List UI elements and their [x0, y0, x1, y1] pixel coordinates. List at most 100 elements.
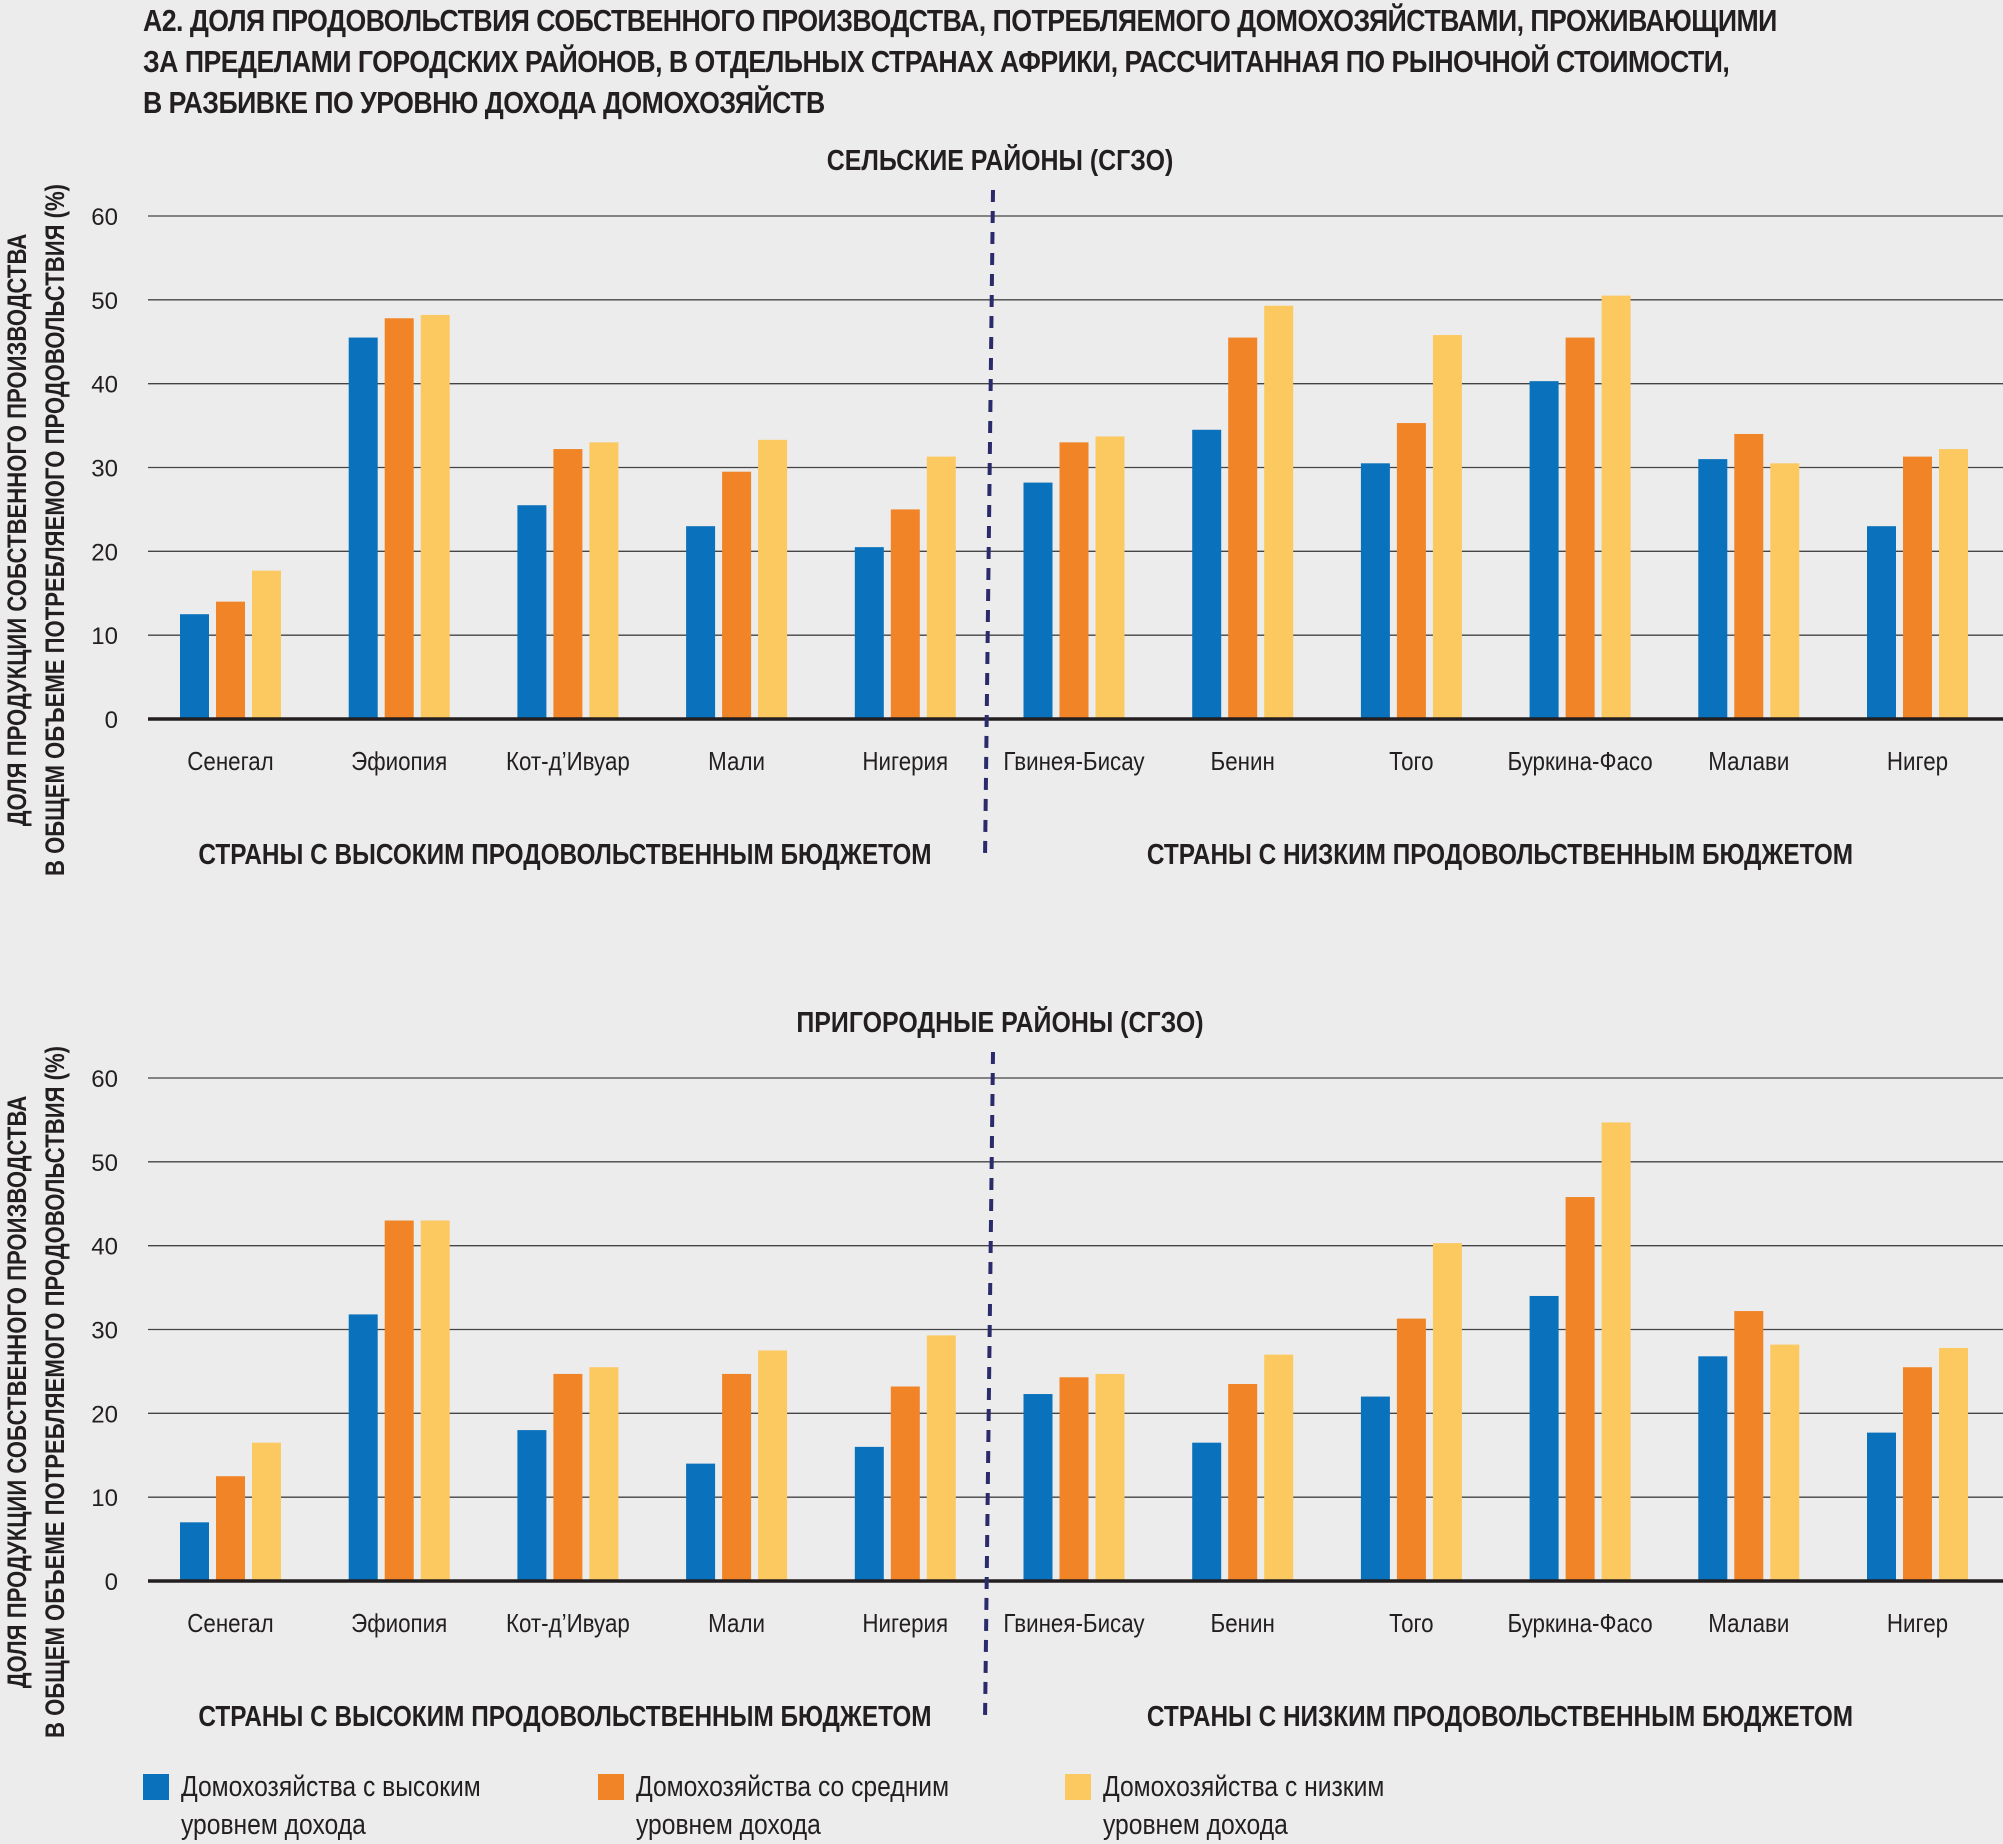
x-category-label: Мали [708, 747, 765, 776]
bar-middle-income [216, 601, 245, 719]
bar-low-income [1939, 449, 1968, 719]
x-category-label: Эфиопия [351, 1609, 447, 1638]
bar-middle-income [890, 509, 920, 719]
bar-high-income [1192, 429, 1222, 719]
group-label: СТРАНЫ С НИЗКИМ ПРОДОВОЛЬСТВЕННЫМ БЮДЖЕТ… [1147, 838, 1853, 870]
legend-swatch-high-income [143, 1774, 169, 1800]
x-category-label: Бенин [1211, 747, 1275, 776]
bar-middle-income [1059, 442, 1089, 719]
y-tick-label: 0 [105, 1569, 118, 1596]
figure-title-line: В РАЗБИВКЕ ПО УРОВНЮ ДОХОДА ДОМОХОЗЯЙСТВ [143, 85, 825, 120]
y-tick-label: 30 [91, 1318, 118, 1345]
bar-middle-income [1228, 337, 1258, 719]
bar-low-income [420, 1220, 450, 1581]
bar-middle-income [1565, 337, 1595, 719]
group-label: СТРАНЫ С ВЫСОКИМ ПРОДОВОЛЬСТВЕННЫМ БЮДЖЕ… [198, 838, 931, 870]
x-category-label: Того [1389, 1609, 1433, 1638]
bar-middle-income [1903, 1367, 1932, 1581]
bar-low-income [1432, 335, 1462, 719]
bar-high-income [1360, 463, 1390, 719]
bar-high-income [854, 547, 884, 719]
x-category-label: Сенегал [187, 747, 273, 776]
x-category-label: Буркина-Фасо [1507, 747, 1652, 776]
bar-middle-income [1396, 1318, 1426, 1581]
legend-label-line: Домохозяйства с высоким [181, 1771, 481, 1803]
bar-high-income [686, 526, 716, 719]
x-category-label: Нигер [1887, 1609, 1948, 1638]
bar-low-income [1770, 1344, 1800, 1581]
y-tick-label: 10 [91, 1485, 118, 1512]
bar-low-income [589, 442, 619, 719]
bar-middle-income [1734, 1311, 1764, 1581]
legend-label-line: уровнем дохода [181, 1809, 366, 1841]
bar-high-income [686, 1463, 716, 1581]
bar-middle-income [384, 318, 414, 719]
figure-title-line: А2. ДОЛЯ ПРОДОВОЛЬСТВИЯ СОБСТВЕННОГО ПРО… [143, 3, 1777, 38]
rural-chart-panel: СЕЛЬСКИЕ РАЙОНЫ (СГЗО) ДОЛЯ ПРОДУКЦИИ СОБ… [3, 143, 2003, 876]
bar-high-income [348, 1314, 378, 1581]
bar-low-income [1432, 1243, 1462, 1581]
x-category-label: Того [1389, 747, 1433, 776]
x-category-label: Нигер [1887, 747, 1948, 776]
bar-middle-income [1396, 423, 1426, 719]
bar-middle-income [1228, 1383, 1258, 1581]
bar-low-income [589, 1367, 619, 1581]
bar-high-income [1360, 1396, 1390, 1581]
bar-middle-income [1734, 433, 1764, 719]
bar-low-income [758, 439, 788, 719]
bar-high-income [1529, 381, 1559, 719]
bar-high-income [1867, 526, 1896, 719]
bar-high-income [1698, 1356, 1728, 1581]
bar-low-income [1770, 463, 1800, 719]
x-category-label: Мали [708, 1609, 765, 1638]
bar-low-income [1601, 295, 1631, 719]
y-tick-label: 10 [91, 623, 118, 650]
panel-title: СЕЛЬСКИЕ РАЙОНЫ (СГЗО) [827, 143, 1174, 176]
x-category-label: Буркина-Фасо [1507, 1609, 1652, 1638]
bar-middle-income [1059, 1377, 1089, 1581]
panel-title: ПРИГОРОДНЫЕ РАЙОНЫ (СГЗО) [796, 1005, 1203, 1038]
bar-middle-income [553, 1373, 583, 1581]
bar-middle-income [1565, 1197, 1595, 1581]
legend-label: Домохозяйства с низким уровнем дохода [1103, 1768, 1460, 1844]
y-tick-label: 50 [91, 1150, 118, 1177]
periurban-chart-panel: ПРИГОРОДНЫЕ РАЙОНЫ (СГЗО) ДОЛЯ ПРОДУКЦИИ … [3, 1005, 2003, 1738]
group-divider [983, 1051, 995, 1723]
legend-swatch-middle-income [598, 1774, 624, 1800]
bar-high-income [1192, 1442, 1222, 1581]
bar-low-income [1095, 436, 1125, 719]
y-tick-label: 20 [91, 1401, 118, 1428]
x-category-label: Малави [1708, 747, 1789, 776]
figure-title: А2. ДОЛЯ ПРОДОВОЛЬСТВИЯ СОБСТВЕННОГО ПРО… [143, 0, 1777, 123]
group-label: СТРАНЫ С НИЗКИМ ПРОДОВОЛЬСТВЕННЫМ БЮДЖЕТ… [1147, 1700, 1853, 1732]
bar-low-income [420, 314, 450, 719]
y-tick-label: 0 [105, 707, 118, 734]
bar-low-income [252, 570, 281, 719]
bar-high-income [180, 614, 209, 719]
legend: Домохозяйства с высоким уровнем дохода Д… [0, 1768, 2003, 1844]
y-axis-label-line: В ОБЩЕМ ОБЪЕМЕ ПОТРЕБЛЯЕМОГО ПРОДОВОЛЬСТ… [41, 1046, 71, 1738]
y-tick-label: 60 [91, 204, 118, 231]
legend-label-line: уровнем дохода [1103, 1809, 1288, 1841]
x-category-label: Сенегал [187, 1609, 273, 1638]
x-category-label: Малави [1708, 1609, 1789, 1638]
x-category-label: Кот-д’Ивуар [506, 747, 630, 776]
bar-low-income [252, 1442, 281, 1581]
bar-high-income [1023, 482, 1053, 719]
group-label: СТРАНЫ С ВЫСОКИМ ПРОДОВОЛЬСТВЕННЫМ БЮДЖЕ… [198, 1700, 931, 1732]
y-axis-label-line: В ОБЩЕМ ОБЪЕМЕ ПОТРЕБЛЯЕМОГО ПРОДОВОЛЬСТ… [41, 184, 71, 876]
x-category-label: Нигерия [862, 747, 948, 776]
y-axis-label-line: ДОЛЯ ПРОДУКЦИИ СОБСТВЕННОГО ПРОИЗВОДСТВА [3, 1096, 33, 1689]
bar-high-income [348, 337, 378, 719]
bar-low-income [1264, 1354, 1294, 1581]
bar-low-income [926, 1335, 956, 1581]
bar-middle-income [722, 471, 752, 719]
legend-swatch-low-income [1065, 1774, 1091, 1800]
y-tick-label: 40 [91, 372, 118, 399]
y-axis-label-line: ДОЛЯ ПРОДУКЦИИ СОБСТВЕННОГО ПРОИЗВОДСТВА [3, 234, 33, 827]
bar-low-income [758, 1350, 788, 1581]
bar-middle-income [216, 1476, 245, 1581]
y-tick-label: 20 [91, 539, 118, 566]
x-category-label: Гвинея-Бисау [1003, 747, 1145, 776]
bar-middle-income [722, 1373, 752, 1581]
